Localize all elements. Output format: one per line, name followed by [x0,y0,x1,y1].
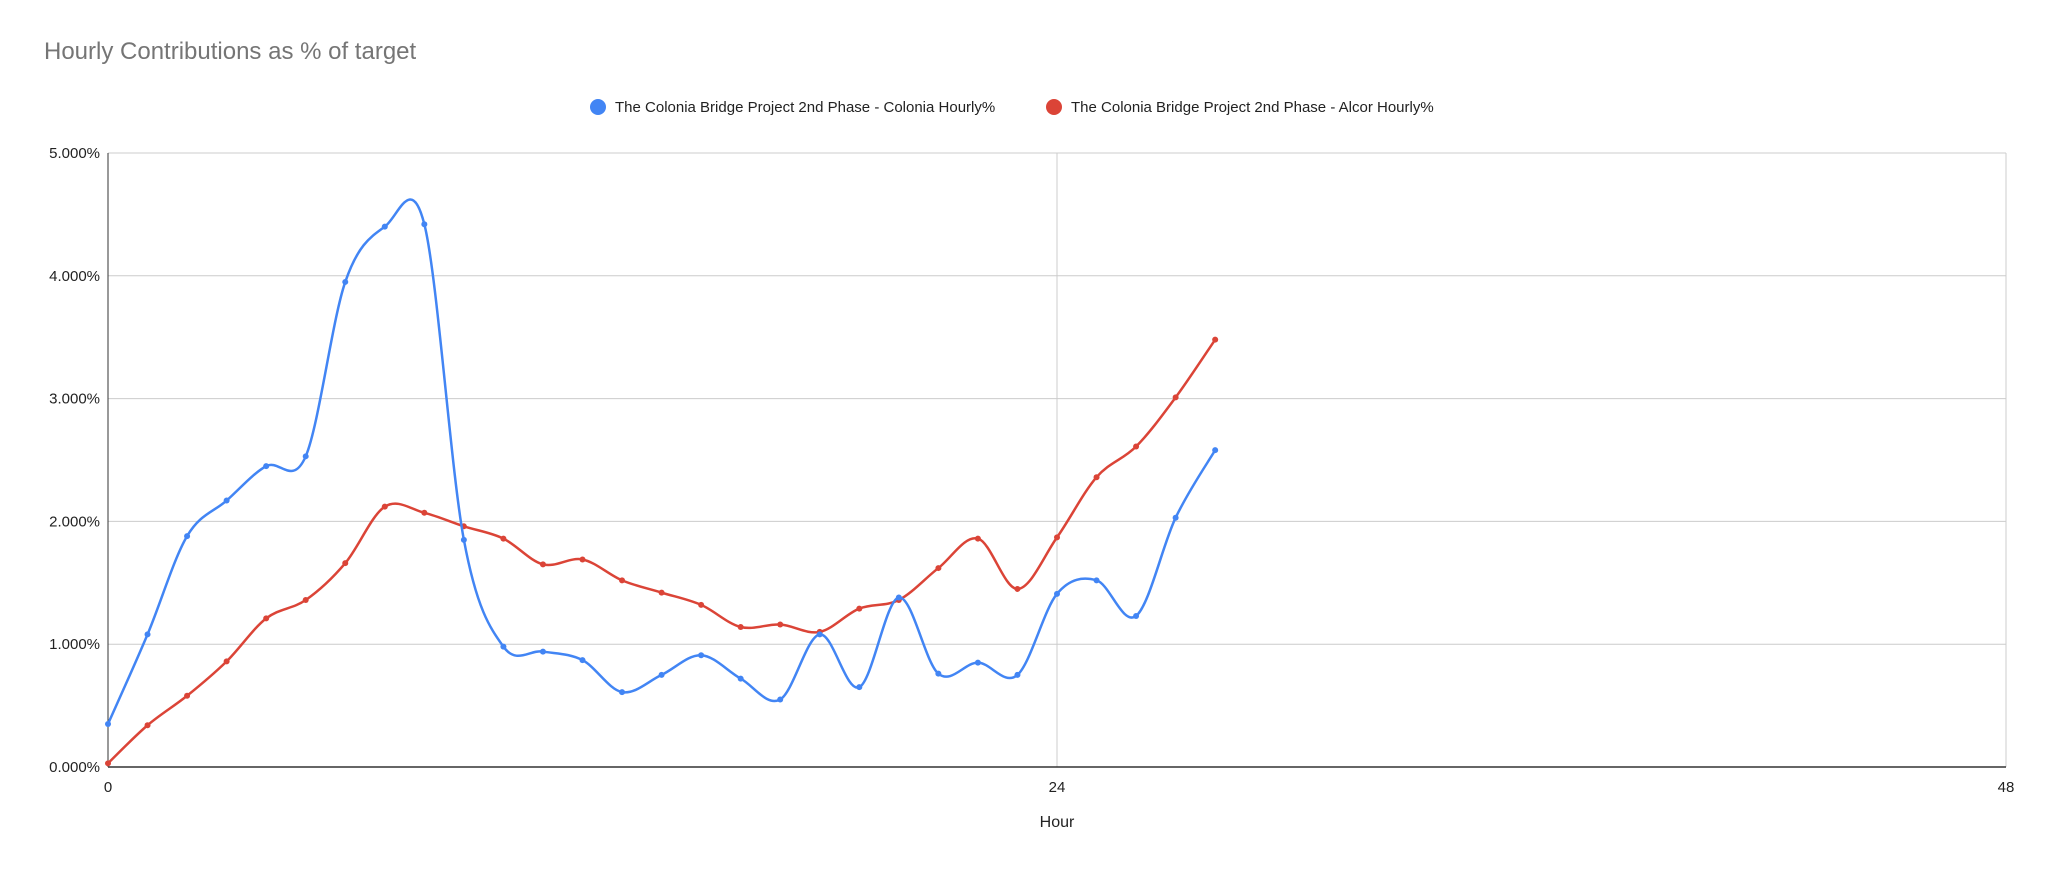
data-point [816,631,823,638]
legend-marker [1046,99,1062,115]
data-point [1172,394,1179,401]
data-point [144,631,151,638]
data-point [184,533,191,540]
data-point [698,652,705,659]
y-tick-label: 4.000% [49,268,100,285]
data-point [342,278,349,285]
y-tick-label: 2.000% [49,513,100,530]
y-tick-label: 1.000% [49,636,100,653]
data-point [1133,612,1140,619]
data-point [856,605,863,612]
y-tick-label: 3.000% [49,391,100,408]
data-point [381,503,388,510]
data-point [302,453,309,460]
data-point [619,577,626,584]
data-point [619,689,626,696]
data-point [1133,443,1140,450]
data-point [1054,534,1060,541]
data-point [1212,447,1219,454]
data-point [105,721,111,728]
data-point [184,692,191,699]
x-tick-label: 48 [1998,779,2015,796]
data-point [1093,577,1100,584]
data-point [856,684,863,691]
data-point [223,658,230,665]
data-point [1212,336,1219,343]
data-point [935,565,942,572]
data-point [658,589,665,596]
data-point [342,560,349,567]
data-point [1014,585,1021,592]
data-point [381,223,388,230]
data-point [974,535,981,542]
data-point [737,675,744,682]
data-point [974,659,981,666]
data-point [777,696,784,703]
data-point [737,624,744,631]
legend-entry: The Colonia Bridge Project 2nd Phase - C… [615,99,995,116]
data-point [144,722,151,729]
data-point [935,670,942,677]
legend-marker [590,99,606,115]
data-point [263,463,270,470]
y-tick-label: 5.000% [49,145,100,162]
data-point [539,648,546,655]
x-tick-label: 24 [1049,779,1066,796]
data-point [105,760,111,767]
data-point [1014,671,1021,678]
data-point [579,657,586,664]
data-point [302,596,309,603]
data-point [421,509,428,516]
data-point [500,643,507,650]
data-point [223,497,230,504]
x-axis-title: Hour [1040,814,1075,831]
chart-title: Hourly Contributions as % of target [44,38,417,65]
data-point [895,594,902,601]
series-line [107,338,1217,765]
data-point [263,615,270,622]
data-point [421,221,428,228]
data-point [539,561,546,568]
data-point [579,556,586,563]
data-point [658,671,665,678]
data-point [500,535,507,542]
data-point [1054,590,1060,597]
data-point [1172,514,1179,521]
x-tick-label: 0 [104,779,112,796]
data-point [1093,474,1100,481]
legend-entry: The Colonia Bridge Project 2nd Phase - A… [1071,99,1434,116]
data-point [698,601,705,608]
y-tick-label: 0.000% [49,759,100,776]
data-point [777,621,784,628]
series-line [106,198,1217,725]
data-point [460,536,467,543]
